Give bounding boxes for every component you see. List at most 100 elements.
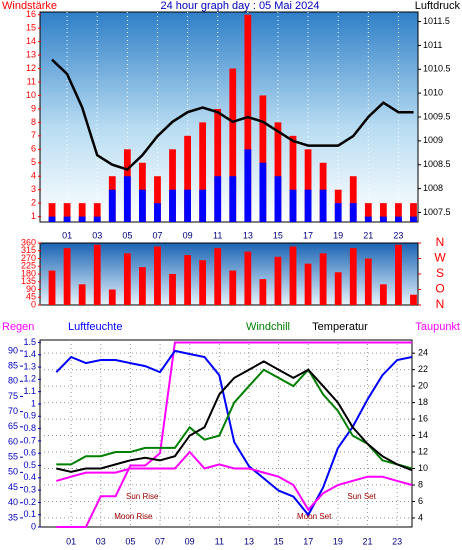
y-tick-label: 8 (31, 117, 36, 127)
bar (244, 14, 252, 223)
y-tick-label: 13 (26, 49, 36, 59)
series-line (56, 341, 412, 528)
bar (304, 263, 312, 305)
bar (108, 289, 116, 305)
x-tick-label: 09 (183, 230, 193, 240)
x-tick-label: 21 (363, 536, 373, 546)
chart-title: 24 hour graph day : 05 Mai 2024 (160, 0, 319, 12)
x-tick-label: 21 (363, 230, 373, 240)
series-line (56, 450, 413, 512)
bar (184, 189, 191, 222)
bar (304, 149, 312, 222)
y3-tick-label: 1.5 (23, 337, 36, 347)
y2-tick-label: 1007.5 (423, 207, 451, 217)
y2-tick-label: 1008.5 (423, 159, 451, 169)
y2-tick-label: 22 (418, 364, 428, 374)
bar (334, 272, 342, 305)
y-tick-label: 11 (27, 76, 36, 86)
bar (289, 246, 297, 305)
bar (154, 246, 161, 305)
y2-tick-label: 6 (418, 496, 423, 506)
bar (395, 216, 402, 222)
bar (154, 176, 161, 222)
y2-tick-label: 1010.5 (423, 64, 451, 74)
bar (93, 244, 101, 305)
bar (93, 203, 101, 222)
x-tick-label: 09 (185, 536, 195, 546)
bar (169, 274, 176, 305)
bar (364, 216, 372, 222)
series-line (56, 360, 413, 473)
plot-area (39, 11, 419, 223)
bar (199, 260, 207, 305)
y-tick-label: 0 (31, 299, 36, 309)
y2-tick-label: 1008 (423, 183, 443, 193)
y-tick-label: 50 (8, 467, 18, 477)
bar (410, 216, 417, 222)
x-tick-label: 13 (243, 230, 253, 240)
x-tick-label: 03 (96, 536, 106, 546)
x-tick-label: 05 (122, 230, 132, 240)
y2-tick-label: 24 (418, 348, 428, 358)
y2-tick-label: 14 (418, 430, 428, 440)
y-tick-label: 90 (8, 345, 18, 355)
y-tick-label: 55 (8, 452, 18, 462)
bar (379, 216, 387, 222)
bar (214, 176, 222, 222)
bar (244, 251, 252, 305)
bar (229, 176, 237, 222)
y-tick-label: 35 (8, 512, 18, 522)
y2-tick-label: N (436, 297, 445, 311)
bar (364, 203, 372, 222)
y2-tick-label: 10 (418, 463, 428, 473)
y-tick-label: 12 (26, 63, 36, 73)
y-tick-label: 9 (31, 103, 36, 113)
y-tick-label: 4 (31, 171, 36, 181)
y-tick-label: 40 (8, 497, 18, 507)
bar (349, 248, 357, 305)
x-tick-label: 01 (62, 230, 72, 240)
bar (304, 189, 312, 222)
x-tick-label: 23 (393, 230, 403, 240)
y-tick-label: 65 (8, 421, 18, 431)
y2-tick-label: W (434, 251, 446, 265)
legend-entry: Taupunkt (415, 321, 460, 333)
bar (63, 216, 71, 222)
bar (123, 176, 131, 222)
y-tick-label: 270 (21, 253, 36, 263)
bar (214, 248, 222, 305)
x-tick-label: 19 (333, 230, 343, 240)
bar (259, 162, 267, 222)
y-tick-label: 75 (8, 391, 18, 401)
y-tick-label: 360 (21, 237, 36, 247)
bar (48, 203, 56, 222)
y2-tick-label: 12 (418, 446, 428, 456)
bar (139, 267, 146, 305)
y2-tick-label: 16 (418, 413, 428, 423)
x-tick-label: 13 (244, 536, 254, 546)
y2-tick-label: N (436, 235, 445, 249)
y3-tick-label: 0.9 (23, 411, 36, 421)
bar (229, 270, 237, 305)
y-tick-label: 5 (31, 157, 36, 167)
x-tick-label: 19 (333, 536, 343, 546)
y3-tick-label: 0.7 (23, 435, 36, 445)
y-tick-label: 1 (31, 211, 36, 221)
x-tick-label: 07 (155, 536, 165, 546)
bar (274, 122, 282, 222)
y2-tick-label: 1010 (423, 88, 443, 98)
bar (395, 203, 402, 222)
bar (289, 189, 297, 222)
y-tick-label: 10 (26, 90, 36, 100)
bar (169, 189, 176, 222)
bar (274, 256, 282, 305)
y-tick-label: 315 (21, 245, 36, 255)
y-tick-label: 15 (26, 23, 36, 33)
y3-tick-label: 1.2 (23, 374, 36, 384)
x-tick-label: 23 (392, 536, 402, 546)
y-tick-label: 6 (31, 144, 36, 154)
x-tick-label: 03 (92, 230, 102, 240)
bar (63, 248, 71, 305)
y-tick-label: 85 (8, 360, 18, 370)
y-tick-label: 70 (8, 406, 18, 416)
